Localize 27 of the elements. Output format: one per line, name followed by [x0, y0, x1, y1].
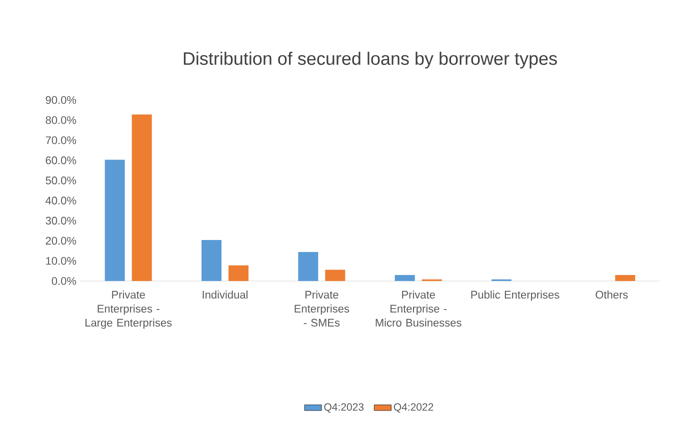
x-tick-label: Public Enterprises: [471, 290, 560, 301]
bar: [132, 114, 152, 281]
legend-label: Q4:2022: [394, 403, 434, 413]
y-tick-label: 70.0%: [46, 136, 76, 144]
y-tick-label: 40.0%: [46, 196, 76, 204]
bar: [202, 240, 222, 281]
x-tick-label: Private Enterprise - Micro Businesses: [376, 290, 462, 327]
y-tick-label: 80.0%: [46, 116, 76, 124]
y-tick-label: 30.0%: [46, 216, 76, 225]
x-tick-label: Others: [596, 290, 628, 299]
x-tick-label: Individual: [202, 290, 248, 299]
y-tick-label: 0.0%: [52, 277, 76, 285]
x-tick-label: Private Enterprises - SMEs: [294, 290, 350, 327]
bar: [298, 252, 318, 281]
y-tick-label: 20.0%: [46, 236, 76, 245]
y-tick-label: 10.0%: [46, 256, 76, 265]
y-tick-label: 90.0%: [46, 96, 76, 104]
chart-title: Distribution of secured loans by borrower types: [184, 52, 557, 69]
y-tick-label: 50.0%: [46, 176, 76, 184]
y-tick-label: 60.0%: [46, 156, 76, 164]
legend-label: Q4:2023: [324, 403, 364, 413]
bar: [228, 265, 249, 281]
bar: [104, 160, 125, 281]
x-tick-label: Private Enterprises - Large Enterprises: [86, 290, 172, 329]
bar: [615, 274, 636, 281]
bar: [394, 274, 415, 281]
bar: [325, 270, 346, 281]
